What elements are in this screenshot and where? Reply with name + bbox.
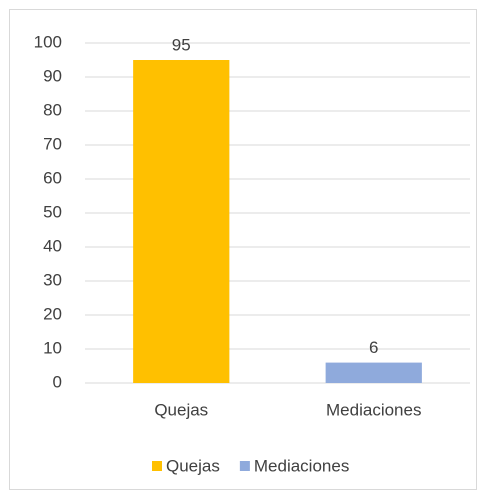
x-tick-label: Quejas xyxy=(154,400,208,419)
x-tick-label: Mediaciones xyxy=(326,400,421,419)
legend-swatch xyxy=(152,461,162,471)
y-tick-label: 100 xyxy=(34,32,62,51)
data-label: 6 xyxy=(369,338,378,357)
y-tick-label: 90 xyxy=(43,66,62,85)
y-tick-label: 0 xyxy=(53,372,62,391)
legend-label: Mediaciones xyxy=(254,456,349,475)
y-tick-label: 10 xyxy=(43,338,62,357)
y-tick-label: 30 xyxy=(43,270,62,289)
y-tick-label: 20 xyxy=(43,304,62,323)
y-tick-label: 70 xyxy=(43,134,62,153)
y-tick-label: 80 xyxy=(43,100,62,119)
bar xyxy=(133,60,230,383)
legend-label: Quejas xyxy=(166,456,220,475)
data-label: 95 xyxy=(172,35,191,54)
y-tick-label: 40 xyxy=(43,236,62,255)
bar xyxy=(325,362,422,383)
y-tick-label: 50 xyxy=(43,202,62,221)
legend-swatch xyxy=(239,461,250,471)
chart-frame xyxy=(9,9,477,490)
y-tick-label: 60 xyxy=(43,168,62,187)
